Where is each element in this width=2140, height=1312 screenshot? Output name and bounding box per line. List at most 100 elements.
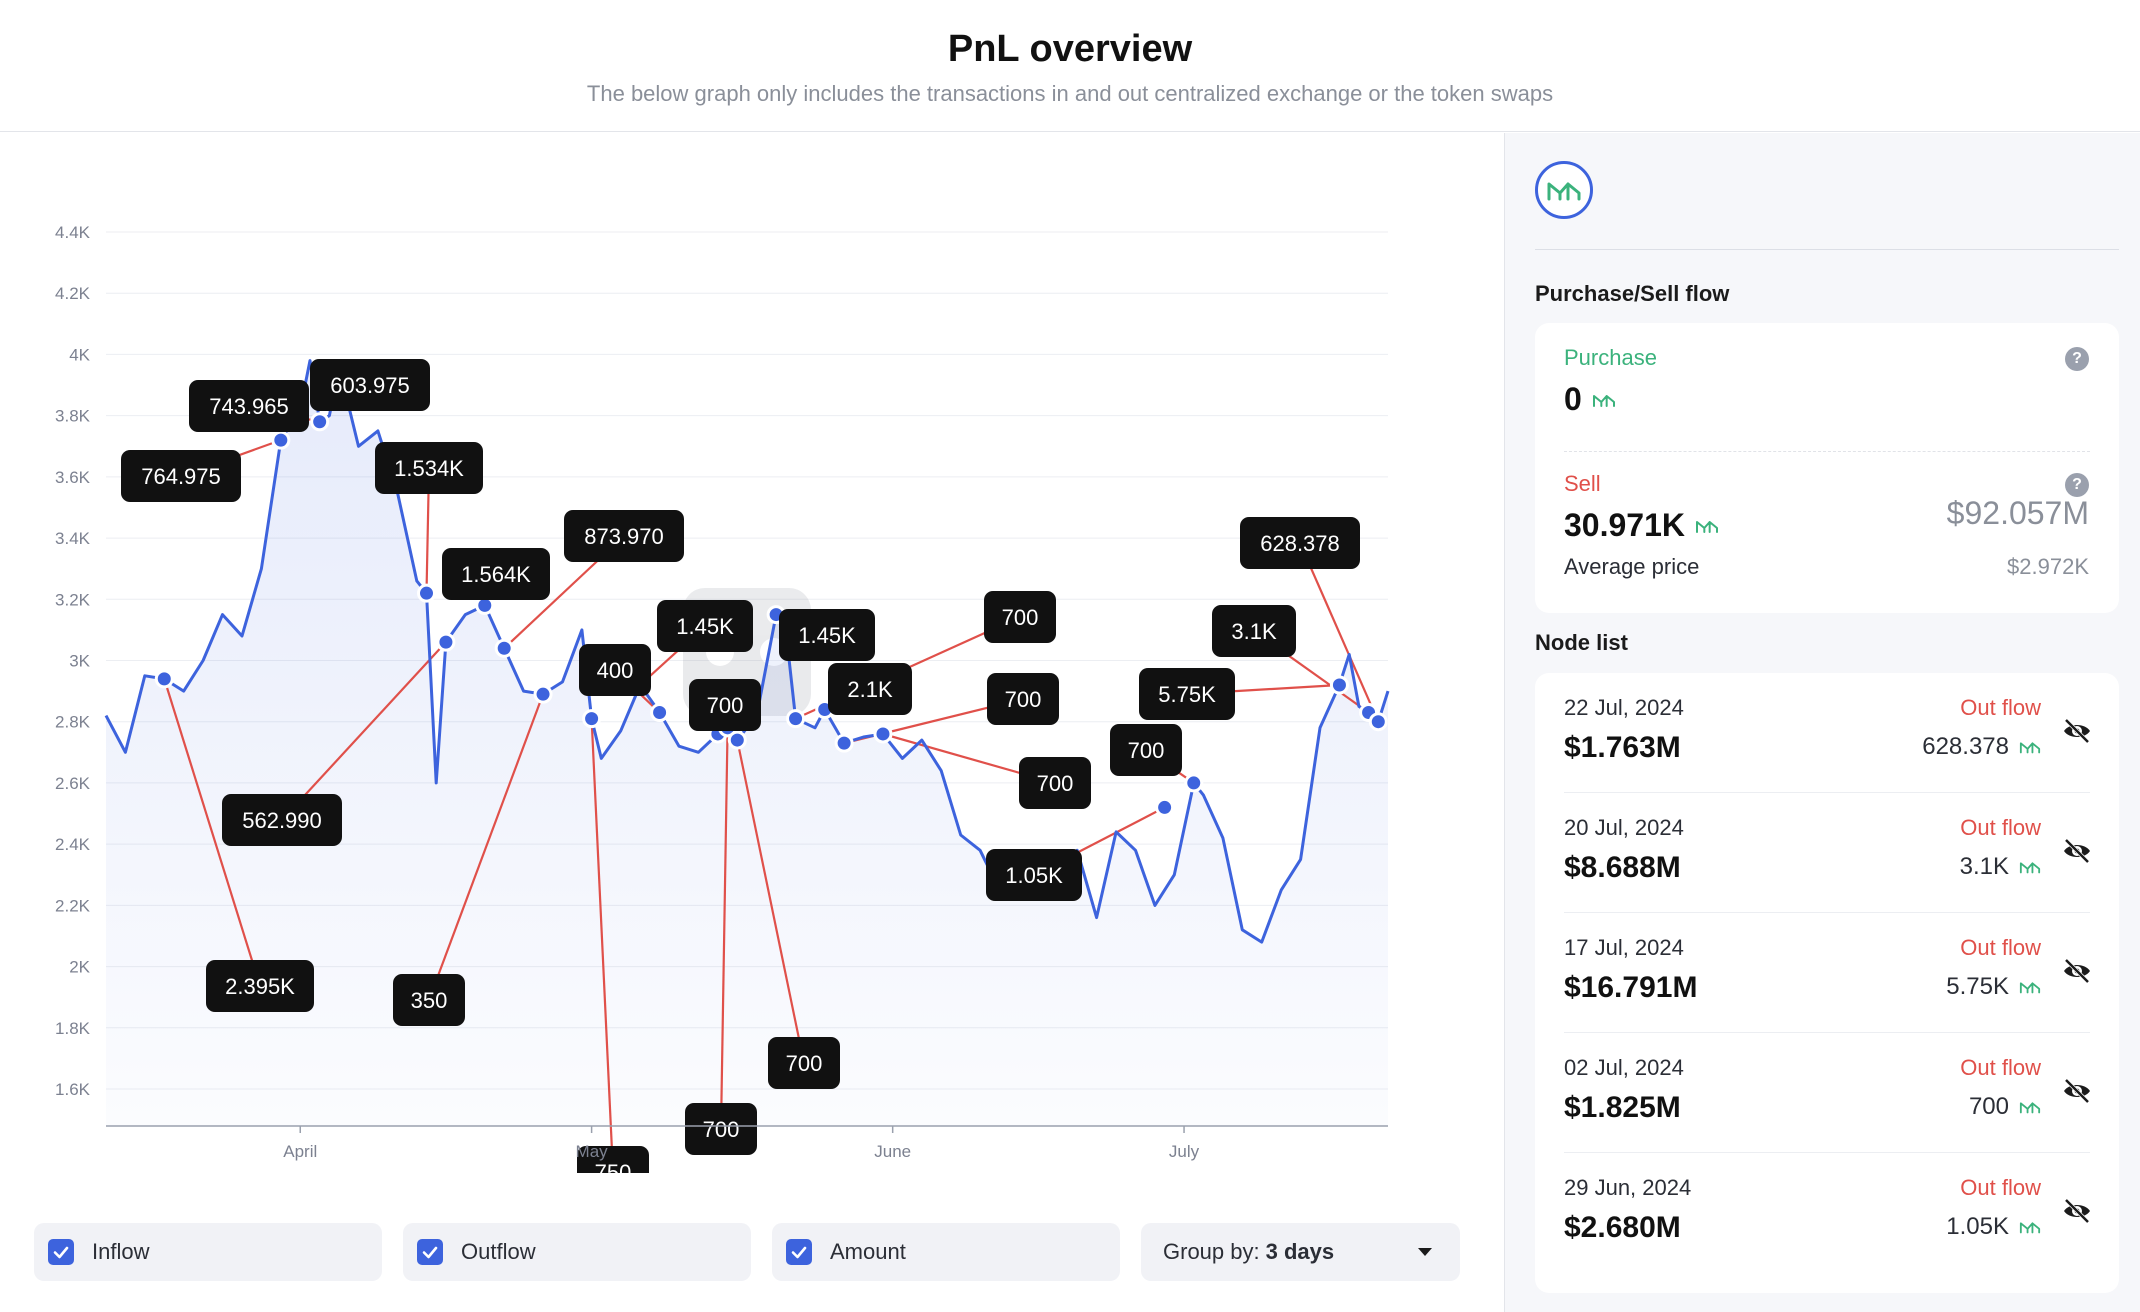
annotation-label: 764.975	[121, 450, 241, 502]
y-tick-label: 3.2K	[55, 590, 91, 609]
annotation-label: 1.564K	[442, 548, 550, 600]
x-tick-label: July	[1169, 1142, 1200, 1161]
node-date: 20 Jul, 2024	[1564, 815, 1684, 840]
eye-off-icon[interactable]	[2061, 1075, 2093, 1107]
annotation-label: 743.965	[189, 380, 309, 432]
purchase-amount: 0	[1564, 381, 1582, 417]
annotation-label: 628.378	[1240, 517, 1360, 569]
annotation-text: 700	[707, 693, 744, 718]
node-amount: 3.1K	[1960, 853, 2041, 881]
node-list: 22 Jul, 2024 $1.763M Out flow 628.378 20…	[1535, 673, 2119, 1293]
x-tick-label: June	[874, 1142, 911, 1161]
outflow-checkbox[interactable]	[417, 1239, 443, 1265]
annotation-point	[494, 638, 514, 658]
card-separator	[1564, 451, 2090, 452]
annotation-text: 700	[1128, 738, 1165, 763]
outflow-label: Outflow	[461, 1239, 536, 1264]
annotation-text: 2.1K	[847, 677, 893, 702]
eye-off-icon[interactable]	[2061, 955, 2093, 987]
annotation-box	[986, 849, 1082, 901]
annotation-box	[779, 609, 875, 661]
annotation-text: 2.395K	[225, 974, 295, 999]
annotation-box	[828, 663, 912, 715]
annotation-text: 743.965	[209, 394, 289, 419]
y-tick-label: 4.2K	[55, 284, 91, 303]
annotation-point	[873, 724, 893, 744]
annotation-label: 700	[1019, 757, 1091, 809]
annotation-box	[579, 644, 651, 696]
page-header: PnL overview The below graph only includ…	[0, 0, 2140, 132]
purchase-help-icon[interactable]: ?	[2065, 347, 2089, 371]
node-item[interactable]: 02 Jul, 2024 $1.825M Out flow 700	[1535, 1033, 2119, 1153]
amount-label: Amount	[830, 1239, 906, 1264]
node-usd: $8.688M	[1564, 851, 1681, 884]
annotation-box	[222, 794, 342, 846]
annotation-text: 764.975	[141, 464, 221, 489]
annotation-box	[577, 1146, 649, 1173]
token-logo-icon	[1535, 161, 1593, 219]
annotation-box	[375, 442, 483, 494]
node-amount: 5.75K	[1946, 973, 2041, 1001]
node-item[interactable]: 17 Jul, 2024 $16.791M Out flow 5.75K	[1535, 913, 2119, 1033]
inflow-toggle[interactable]: Inflow	[34, 1223, 382, 1281]
y-tick-label: 2.6K	[55, 774, 91, 793]
annotation-connector	[590, 718, 615, 1173]
node-item[interactable]: 29 Jun, 2024 $2.680M Out flow 1.05K	[1535, 1153, 2119, 1273]
y-tick-label: 2.4K	[55, 835, 91, 854]
token-mark-icon	[1592, 394, 1615, 407]
eye-off-icon[interactable]	[2061, 1195, 2093, 1227]
eye-off-icon[interactable]	[2061, 835, 2093, 867]
y-tick-label: 3K	[69, 652, 90, 671]
y-tick-label: 4K	[69, 345, 90, 364]
annotation-point	[834, 733, 854, 753]
node-amount-value: 1.05K	[1946, 1213, 2009, 1240]
annotation-label: 750	[577, 1146, 649, 1173]
token-mark-icon	[2019, 982, 2041, 994]
annotation-label: 700	[987, 673, 1059, 725]
node-flow: Out flow	[1960, 815, 2041, 840]
annotation-connector	[1298, 542, 1380, 723]
amount-checkbox[interactable]	[786, 1239, 812, 1265]
annotation-label: 700	[685, 1103, 757, 1155]
flow-card: Purchase ? 0 Sell ? 30.971K $92.057M Ave…	[1535, 323, 2119, 613]
pnl-chart[interactable]: 4.4K 4.2K 4K 3.8K 3.6K 3.4K 3.2K 3K 2.8K 2.6K 2.4K…	[0, 133, 1503, 1173]
annotation-label: 1.45K	[779, 609, 875, 661]
annotation-point	[786, 709, 806, 729]
node-list-title: Node list	[1535, 630, 1628, 655]
check-icon	[53, 1246, 69, 1259]
group-by-select[interactable]: Group by: 3 days	[1141, 1223, 1460, 1281]
annotation-label: 873.970	[564, 510, 684, 562]
sell-value: 30.971K	[1564, 507, 1719, 544]
annotation-label: 350	[393, 974, 465, 1026]
annotation-point	[1184, 773, 1204, 793]
node-amount-value: 5.75K	[1946, 973, 2009, 1000]
annotation-point	[650, 703, 670, 723]
annotation-box	[206, 960, 314, 1012]
annotation-point	[271, 430, 291, 450]
average-price-value: $2.972K	[2007, 554, 2089, 579]
sell-label: Sell	[1564, 471, 1601, 496]
annotation-box	[1139, 668, 1235, 720]
annotation-box	[442, 548, 550, 600]
annotation-point	[533, 684, 553, 704]
node-item[interactable]: 22 Jul, 2024 $1.763M Out flow 628.378	[1535, 673, 2119, 793]
outflow-toggle[interactable]: Outflow	[403, 1223, 751, 1281]
annotation-text: 1.45K	[676, 614, 734, 639]
sell-help-icon[interactable]: ?	[2065, 473, 2089, 497]
node-amount-value: 3.1K	[1959, 853, 2009, 880]
annotation-box	[189, 380, 309, 432]
annotation-box	[564, 510, 684, 562]
annotation-box	[984, 591, 1056, 643]
annotation-point	[582, 709, 602, 729]
amount-toggle[interactable]: Amount	[772, 1223, 1120, 1281]
annotation-label: 603.975	[310, 359, 430, 411]
node-date: 17 Jul, 2024	[1564, 935, 1684, 960]
inflow-checkbox[interactable]	[48, 1239, 74, 1265]
annotation-text: 750	[595, 1160, 632, 1173]
node-amount: 1.05K	[1946, 1213, 2041, 1241]
node-item[interactable]: 20 Jul, 2024 $8.688M Out flow 3.1K	[1535, 793, 2119, 913]
eye-off-icon[interactable]	[2061, 715, 2093, 747]
y-tick-label: 1.8K	[55, 1019, 91, 1038]
node-date: 29 Jun, 2024	[1564, 1175, 1692, 1200]
annotation-label: 400	[579, 644, 651, 696]
